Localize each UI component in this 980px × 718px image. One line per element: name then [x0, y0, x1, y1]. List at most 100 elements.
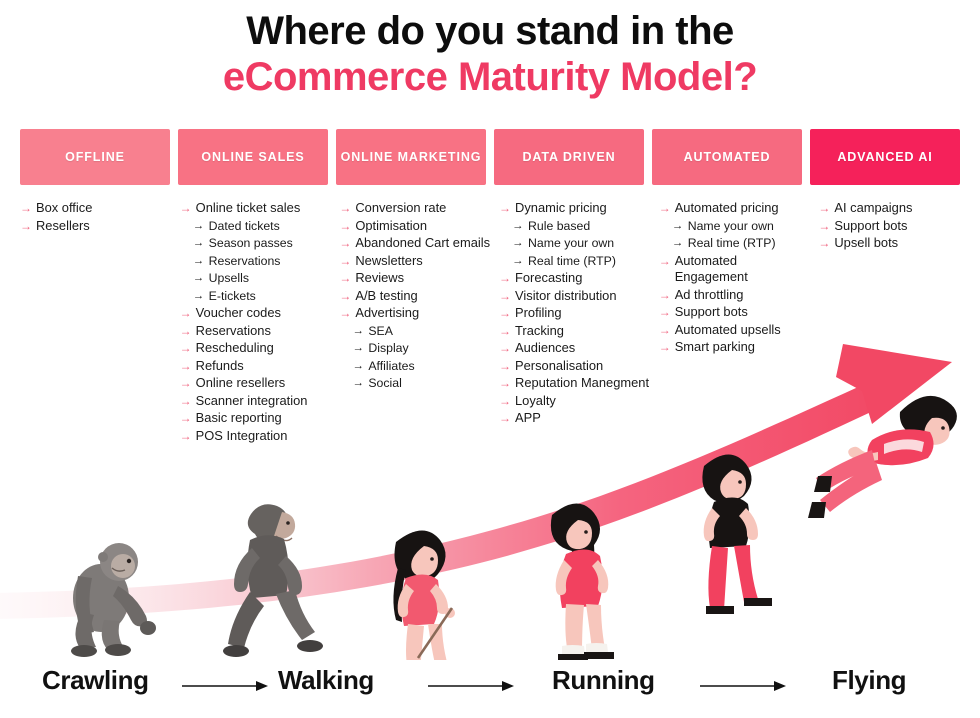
arrow-right-icon: →: [658, 322, 671, 337]
progression-label: Walking: [278, 665, 374, 695]
capability-item: → Reputation Manegment: [499, 375, 651, 392]
capability-list: → AI campaigns → Support bots → Upsell bots: [818, 200, 970, 252]
stage-header-data-driven[interactable]: DATA DRIVEN: [494, 129, 644, 185]
capability-label: Affiliates: [368, 358, 415, 373]
stage-header-label: ONLINE SALES: [201, 149, 305, 164]
stage-header-automated[interactable]: AUTOMATED: [652, 129, 802, 185]
column-online-sales: → Online ticket sales → Dated tickets → Seaso…: [180, 200, 332, 530]
capability-label: Tracking: [515, 322, 564, 338]
capability-item: → Box office: [20, 200, 172, 217]
capability-item: → Resellers: [20, 218, 172, 235]
capability-item: → Dated tickets: [180, 218, 332, 235]
capability-label: Online ticket sales: [195, 200, 301, 215]
capability-item: → Affiliates: [339, 358, 491, 375]
capability-item: → Support bots: [818, 218, 970, 235]
capability-item: → Rescheduling: [180, 340, 332, 357]
progression-label: Running: [552, 665, 655, 695]
column-online-marketing: → Conversion rate → Optimisation → Abandoned …: [339, 200, 491, 530]
capability-item: → Support bots: [659, 304, 811, 321]
capability-label: Smart parking: [674, 339, 755, 354]
arrow-right-icon: →: [179, 201, 192, 215]
capability-label: Loyalty: [515, 392, 556, 408]
capability-item: → Name your own: [499, 235, 651, 252]
stage-header-label: DATA DRIVEN: [522, 149, 616, 164]
capability-item: → SEA: [339, 323, 491, 340]
stage-header-offline[interactable]: OFFLINE: [20, 129, 170, 185]
arrow-right-icon: →: [192, 289, 205, 302]
capability-item: → Reservations: [180, 253, 332, 270]
arrow-right-icon: →: [499, 358, 512, 373]
stage-header-advanced-ai[interactable]: ADVANCED AI: [810, 129, 960, 185]
capability-label: Support bots: [674, 304, 748, 319]
arrow-right-icon: →: [658, 201, 671, 215]
capability-label: Online resellers: [195, 375, 286, 390]
capability-label: Box office: [36, 200, 93, 215]
capability-label: Social: [368, 376, 402, 390]
capability-item: → Display: [339, 340, 491, 357]
capability-label: Reputation Manegment: [515, 375, 650, 390]
stage-header-label: AUTOMATED: [683, 149, 771, 164]
arrow-right-icon: →: [339, 306, 352, 320]
arrow-right-icon: →: [818, 218, 831, 233]
arrow-right-icon: →: [179, 376, 192, 390]
capability-label: AI campaigns: [834, 200, 913, 215]
capability-item: → Smart parking: [659, 339, 811, 356]
capability-item: → Voucher codes: [180, 305, 332, 322]
capability-item: → Automated upsells: [659, 322, 811, 339]
progression-arrow-icon: [700, 679, 786, 698]
capability-label: POS Integration: [195, 427, 288, 443]
capability-item: → AI campaigns: [818, 200, 970, 217]
arrow-right-icon: →: [192, 272, 205, 284]
title-line-2: eCommerce Maturity Model?: [222, 55, 758, 99]
capability-label: Display: [368, 341, 409, 355]
arrow-right-icon: →: [20, 218, 32, 233]
arrow-right-icon: →: [179, 393, 192, 408]
stage-header-online-sales[interactable]: ONLINE SALES: [178, 129, 328, 185]
arrow-right-icon: →: [658, 305, 671, 319]
arrow-right-icon: →: [179, 428, 192, 443]
capability-item: → Name your own: [659, 218, 811, 235]
capability-list: → Automated pricing → Name your own → Real ti…: [659, 200, 811, 356]
capability-item: → Upsells: [180, 270, 332, 287]
capability-item: → Advertising: [339, 305, 491, 322]
capability-item: → Real time (RTP): [499, 253, 651, 270]
arrow-right-icon: →: [499, 201, 512, 215]
progression-arrow-icon: [428, 679, 514, 698]
evolution-illustration: [0, 340, 980, 672]
arrow-right-icon: →: [192, 254, 205, 267]
capability-item: → Visitor distribution: [499, 288, 651, 305]
capability-list: → Box office → Resellers: [20, 200, 172, 234]
stage-header-row: OFFLINE ONLINE SALES ONLINE MARKETING DA…: [20, 129, 960, 185]
capability-list: → Dynamic pricing → Rule based → Name your ow…: [499, 200, 651, 427]
capability-label: Conversion rate: [355, 200, 447, 215]
progression-label: Flying: [832, 665, 907, 695]
arrow-right-icon: →: [499, 288, 512, 303]
capability-list: → Online ticket sales → Dated tickets → Seaso…: [180, 200, 332, 444]
capability-item: → Automated pricing: [659, 200, 811, 217]
capability-label: Scanner integration: [195, 392, 308, 408]
capability-label: Audiences: [515, 340, 576, 355]
capability-item: → Real time (RTP): [659, 235, 811, 252]
capability-item: → Abandoned Cart emails: [339, 235, 491, 252]
arrow-right-icon: →: [339, 253, 352, 268]
arrow-right-icon: →: [499, 376, 512, 390]
modern-woman-walking-figure: [702, 454, 772, 614]
arrow-right-icon: →: [339, 236, 352, 250]
arrow-right-icon: →: [499, 323, 512, 338]
capability-item: → Newsletters: [339, 253, 491, 270]
arrow-right-icon: →: [179, 341, 192, 355]
capability-label: Name your own: [528, 236, 615, 250]
capability-label: Basic reporting: [195, 410, 282, 425]
capability-label: Dynamic pricing: [515, 200, 607, 215]
early-human-woman-figure: [393, 530, 455, 672]
capability-label: Personalisation: [515, 357, 604, 373]
capability-label: SEA: [368, 323, 393, 338]
progression-row: Crawling Walking Running Flying: [0, 665, 980, 710]
capability-label: Dated tickets: [208, 218, 280, 233]
capability-label: Rule based: [528, 218, 591, 233]
stage-header-online-marketing[interactable]: ONLINE MARKETING: [336, 129, 486, 185]
hominid-walking-figure: [223, 504, 323, 657]
capability-item: → Season passes: [180, 235, 332, 252]
stage-header-label: ONLINE MARKETING: [340, 149, 482, 164]
arrow-right-icon: →: [818, 201, 831, 215]
